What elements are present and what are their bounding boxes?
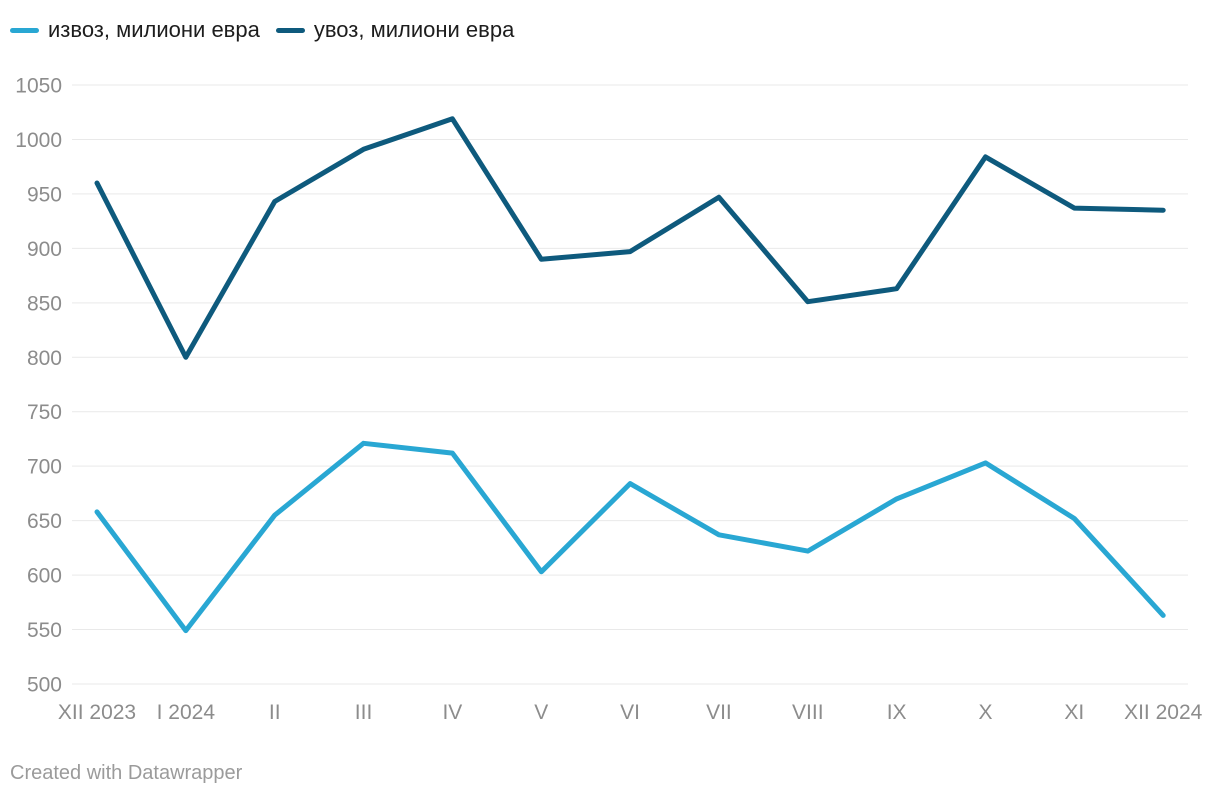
x-tick-label: I 2024 — [157, 701, 216, 724]
legend: извоз, милиони евра увоз, милиони евра — [10, 18, 514, 42]
legend-item-imports: увоз, милиони евра — [275, 17, 515, 42]
x-tick-label: V — [534, 701, 548, 724]
x-tick-label: XII 2024 — [1124, 701, 1203, 724]
legend-label-exports: извоз, милиони евра — [48, 17, 260, 42]
y-tick-label: 650 — [27, 510, 62, 533]
datawrapper-attribution: Created with Datawrapper — [10, 762, 243, 784]
exports-line — [94, 440, 1166, 634]
y-tick-label: 600 — [27, 565, 62, 588]
x-tick-label: II — [269, 701, 281, 724]
y-tick-label: 500 — [27, 674, 62, 697]
y-tick-label: 1000 — [15, 129, 62, 152]
x-tick-label: XI — [1064, 701, 1084, 724]
x-tick-label: VIII — [792, 701, 824, 724]
y-tick-label: 750 — [27, 401, 62, 424]
imports-line-swatch — [275, 27, 305, 33]
x-tick-label: VI — [620, 701, 640, 724]
x-tick-label: X — [978, 701, 992, 724]
x-tick-label: IX — [887, 701, 907, 724]
x-tick-label: IV — [442, 701, 462, 724]
legend-label-imports: увоз, милиони евра — [313, 17, 515, 42]
legend-item-exports: извоз, милиони евра — [10, 18, 260, 42]
y-tick-label: 950 — [27, 183, 62, 206]
y-tick-label: 700 — [27, 456, 62, 479]
exports-line-swatch — [10, 27, 39, 33]
y-tick-label: 1050 — [15, 75, 62, 98]
imports-line — [94, 116, 1166, 360]
y-tick-label: 900 — [27, 238, 62, 261]
x-tick-label: VII — [706, 701, 732, 724]
x-tick-label: XII 2023 — [58, 701, 136, 724]
y-tick-label: 850 — [27, 292, 62, 315]
y-tick-label: 800 — [27, 347, 62, 370]
line-chart: 10501000950900850800750700650600550500XI… — [15, 75, 1203, 725]
y-tick-label: 550 — [27, 619, 62, 642]
x-tick-label: III — [355, 701, 373, 724]
